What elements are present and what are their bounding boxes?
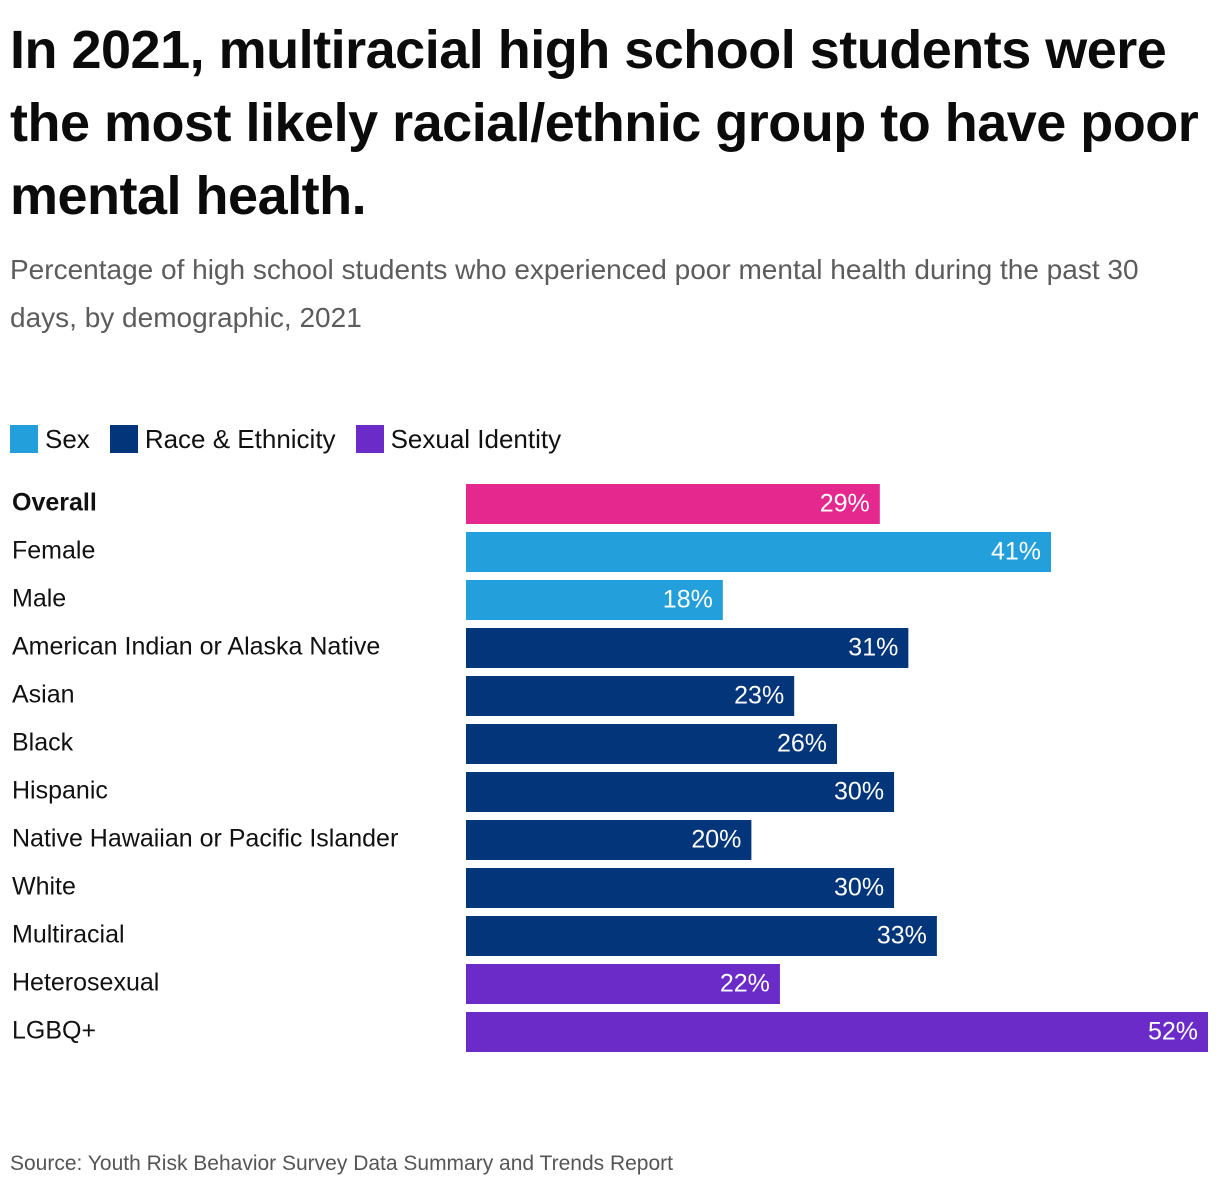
category-label-white: White: [12, 873, 76, 901]
legend-swatch-sexual-identity: [355, 425, 384, 453]
bar-chart: Overall 29% Female 41% Male 18% American India…: [12, 484, 1208, 1052]
bar-white: [466, 868, 895, 908]
category-label-hispanic: Hispanic: [12, 777, 108, 805]
legend-label-sexual-identity: Sexual Identity: [390, 423, 562, 454]
bar-asian: [466, 676, 795, 716]
category-label-native-hawaiian-or-pacific-islander: Native Hawaiian or Pacific Islander: [12, 825, 398, 853]
chart-title: In 2021, multiracial high school student…: [10, 20, 1199, 226]
bar-lgbq: [466, 1012, 1208, 1052]
category-label-black: Black: [12, 729, 74, 757]
data-label-male: 18%: [663, 586, 713, 614]
legend: Sex Race & Ethnicity Sexual Identity: [10, 422, 581, 456]
legend-label-sex: Sex: [45, 423, 90, 454]
data-label-hispanic: 30%: [834, 778, 884, 806]
bar-overall: [466, 484, 880, 524]
chart-subtitle: Percentage of high school students who e…: [10, 254, 1139, 333]
category-label-lgbq: LGBQ+: [12, 1017, 96, 1045]
bar-hispanic: [466, 772, 895, 812]
data-label-overall: 29%: [820, 490, 870, 518]
data-label-black: 26%: [777, 730, 827, 758]
category-label-overall: Overall: [12, 489, 97, 517]
category-label-asian: Asian: [12, 681, 75, 709]
bar-heterosexual: [466, 964, 780, 1004]
legend-item-sexual-identity: Sexual Identity: [355, 423, 562, 455]
legend-item-sex: Sex: [10, 424, 90, 455]
source-note: Source: Youth Risk Behavior Survey Data …: [10, 1152, 673, 1175]
category-label-american-indian-or-alaska-native: American Indian or Alaska Native: [12, 633, 380, 661]
data-label-white: 30%: [834, 874, 884, 902]
bar-native-hawaiian-or-pacific-islander: [466, 820, 752, 860]
data-label-lgbq: 52%: [1148, 1018, 1198, 1046]
data-label-female: 41%: [991, 538, 1041, 566]
legend-swatch-race-ethnicity: [109, 425, 138, 453]
legend-swatch-sex: [10, 425, 38, 453]
bar-multiracial: [466, 916, 937, 956]
bar-black: [466, 724, 837, 764]
data-label-american-indian-or-alaska-native: 31%: [848, 634, 898, 662]
data-label-heterosexual: 22%: [720, 970, 770, 998]
data-label-asian: 23%: [734, 682, 784, 710]
legend-label-race-ethnicity: Race & Ethnicity: [144, 423, 336, 454]
data-label-multiracial: 33%: [877, 922, 927, 950]
category-label-multiracial: Multiracial: [12, 921, 125, 949]
bar-american-indian-or-alaska-native: [466, 628, 909, 668]
category-label-male: Male: [12, 585, 66, 613]
data-label-native-hawaiian-or-pacific-islander: 20%: [691, 826, 741, 854]
category-label-female: Female: [12, 537, 95, 565]
legend-item-race-ethnicity: Race & Ethnicity: [109, 423, 336, 455]
bar-female: [466, 532, 1052, 572]
bar-male: [466, 580, 723, 620]
category-label-heterosexual: Heterosexual: [12, 969, 159, 997]
